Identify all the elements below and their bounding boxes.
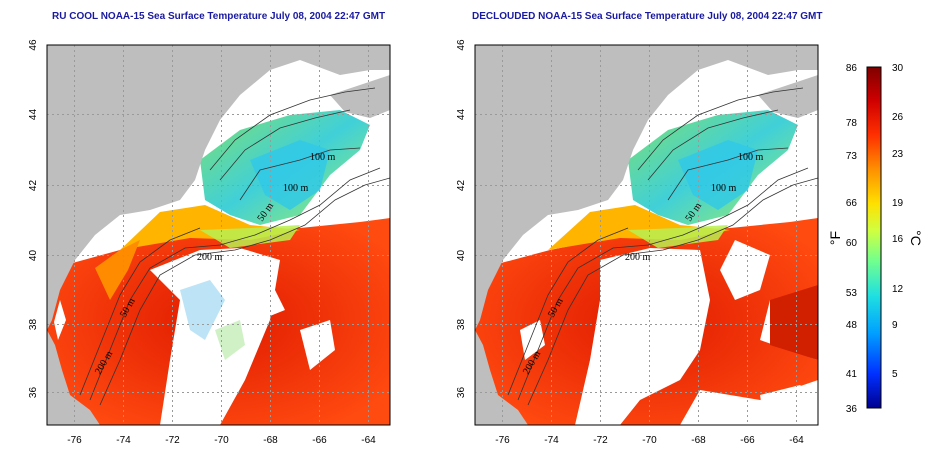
x-tick-label: -70 <box>642 435 657 446</box>
fahrenheit-tick-label: 41 <box>846 369 858 380</box>
x-tick-label: -74 <box>544 435 559 446</box>
no-data-gap <box>575 248 710 425</box>
left-map: 100 m 100 m 50 m 200 m 50 m 200 m <box>46 44 391 426</box>
axis-ticks: -76 -74 -72 -70 -68 -66 -64 46 44 42 40 38 36 -76 -74 -… <box>28 39 804 446</box>
land-northeast <box>47 45 390 330</box>
colorbar-gradient <box>866 66 882 409</box>
fahrenheit-tick-label: 48 <box>846 320 858 331</box>
x-tick-label: -72 <box>165 435 180 446</box>
celsius-tick-label: 5 <box>892 369 898 380</box>
celsius-tick-label: 26 <box>892 112 904 123</box>
x-tick-label: -64 <box>789 435 804 446</box>
y-tick-label: 46 <box>456 39 467 51</box>
x-tick-label: -72 <box>593 435 608 446</box>
y-tick-label: 46 <box>28 39 39 51</box>
x-tick-label: -64 <box>361 435 376 446</box>
y-tick-label: 40 <box>28 250 39 262</box>
celsius-tick-label: 23 <box>892 149 904 160</box>
fahrenheit-unit-label: °F <box>827 230 844 246</box>
fahrenheit-tick-label: 78 <box>846 118 858 129</box>
celsius-tick-label: 12 <box>892 284 904 295</box>
left-panel-title: RU COOL NOAA-15 Sea Surface Temperature … <box>52 11 386 22</box>
land-nova-scotia <box>330 75 390 118</box>
celsius-tick-label: 30 <box>892 63 904 74</box>
fahrenheit-tick-label: 73 <box>846 151 858 162</box>
x-tick-label: -68 <box>263 435 278 446</box>
celsius-tick-label: 19 <box>892 198 904 209</box>
y-tick-label: 42 <box>28 180 39 192</box>
x-tick-label: -66 <box>312 435 327 446</box>
contour-label-100m-b: 100 m <box>283 183 309 194</box>
y-tick-label: 38 <box>456 319 467 331</box>
contour-label-100m-d: 100 m <box>711 183 737 194</box>
y-tick-label: 38 <box>28 319 39 331</box>
y-tick-label: 44 <box>456 109 467 121</box>
y-tick-label: 36 <box>28 387 39 399</box>
fahrenheit-tick-label: 53 <box>846 288 858 299</box>
celsius-tick-label: 16 <box>892 234 904 245</box>
fahrenheit-tick-label: 36 <box>846 404 858 415</box>
x-tick-label: -70 <box>214 435 229 446</box>
land-southwest <box>47 330 100 425</box>
contour-label-100m-c: 100 m <box>738 152 764 163</box>
celsius-unit-label: °C <box>907 230 924 246</box>
y-tick-label: 36 <box>456 387 467 399</box>
fahrenheit-tick-label: 86 <box>846 63 858 74</box>
x-tick-label: -68 <box>691 435 706 446</box>
colorbar-ticks: 86 78 73 66 60 53 48 41 36 30 26 23 19 16 12 9 5 <box>846 63 904 415</box>
fahrenheit-tick-label: 66 <box>846 198 858 209</box>
x-tick-label: -74 <box>116 435 131 446</box>
y-tick-label: 42 <box>456 180 467 192</box>
x-tick-label: -76 <box>67 435 82 446</box>
y-tick-label: 40 <box>456 250 467 262</box>
y-tick-label: 44 <box>28 109 39 121</box>
fahrenheit-tick-label: 60 <box>846 238 858 249</box>
colorbar: 86 78 73 66 60 53 48 41 36 30 26 23 19 16 12 9 5 <box>846 63 904 415</box>
contour-label-200m-c: 200 m <box>625 252 651 263</box>
right-panel-title: DECLOUDED NOAA-15 Sea Surface Temperatur… <box>472 11 823 22</box>
x-tick-label: -66 <box>740 435 755 446</box>
contour-label-200m-a: 200 m <box>197 252 223 263</box>
contour-label-100m-a: 100 m <box>310 152 336 163</box>
x-tick-label: -76 <box>495 435 510 446</box>
right-map: 100 m 100 m 50 m 200 m 50 m 200 m <box>474 44 819 426</box>
celsius-tick-label: 9 <box>892 320 898 331</box>
